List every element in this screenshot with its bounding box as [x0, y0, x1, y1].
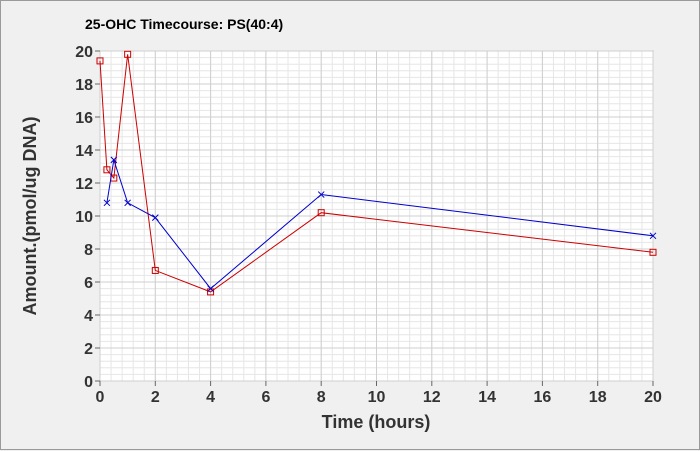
- y-tick-label: 6: [84, 275, 93, 292]
- x-tick-label: 0: [96, 389, 105, 406]
- data-point-square: [649, 248, 657, 256]
- chart-title: 25-OHC Timecourse: PS(40:4): [85, 16, 283, 32]
- y-tick-label: 0: [84, 374, 93, 391]
- x-tick-label: 20: [644, 389, 662, 406]
- y-tick-label: 12: [75, 176, 93, 193]
- x-tick-label: 18: [589, 389, 607, 406]
- x-tick-label: 12: [423, 389, 441, 406]
- series-2: [103, 156, 657, 292]
- major-gridlines: [99, 50, 654, 382]
- data-point-x: [110, 156, 118, 164]
- data-point-x: [317, 191, 325, 198]
- data-point-square: [103, 166, 111, 174]
- data-point-square: [96, 57, 104, 65]
- data-point-square: [317, 209, 325, 217]
- x-tick-label: 6: [261, 389, 270, 406]
- y-axis-label: Amount.(pmol/ug DNA): [20, 117, 40, 316]
- y-tick-label: 18: [75, 77, 93, 94]
- data-point-x: [649, 232, 657, 240]
- y-tick-label: 20: [75, 44, 93, 61]
- series-line: [99, 54, 654, 293]
- x-axis-label: Time (hours): [322, 412, 431, 432]
- y-tick-label: 16: [75, 110, 93, 127]
- y-tick-label: 4: [84, 308, 93, 325]
- y-tick-label: 14: [75, 143, 93, 160]
- data-series: [96, 50, 657, 296]
- x-tick-label: 8: [317, 389, 326, 406]
- x-tick-label: 2: [151, 389, 160, 406]
- x-tick-label: 4: [206, 389, 215, 406]
- data-point-x: [151, 214, 159, 222]
- x-tick-label: 10: [368, 389, 386, 406]
- y-tick-label: 8: [84, 242, 93, 259]
- y-tick-label: 2: [84, 341, 93, 358]
- data-point-square: [124, 50, 132, 58]
- data-point-square: [151, 266, 159, 274]
- y-tick-label: 10: [75, 209, 93, 226]
- data-point-x: [124, 199, 132, 207]
- tick-labels: 0 2 4 6 8 10 12 14 16 18 20 0 2 4 6 8 10 12 14 16 18 20: [75, 44, 662, 406]
- data-point-x: [207, 285, 214, 292]
- data-point-x: [103, 199, 111, 207]
- axis-ticks: [95, 50, 654, 386]
- x-tick-label: 14: [478, 389, 496, 406]
- x-tick-label: 16: [534, 389, 552, 406]
